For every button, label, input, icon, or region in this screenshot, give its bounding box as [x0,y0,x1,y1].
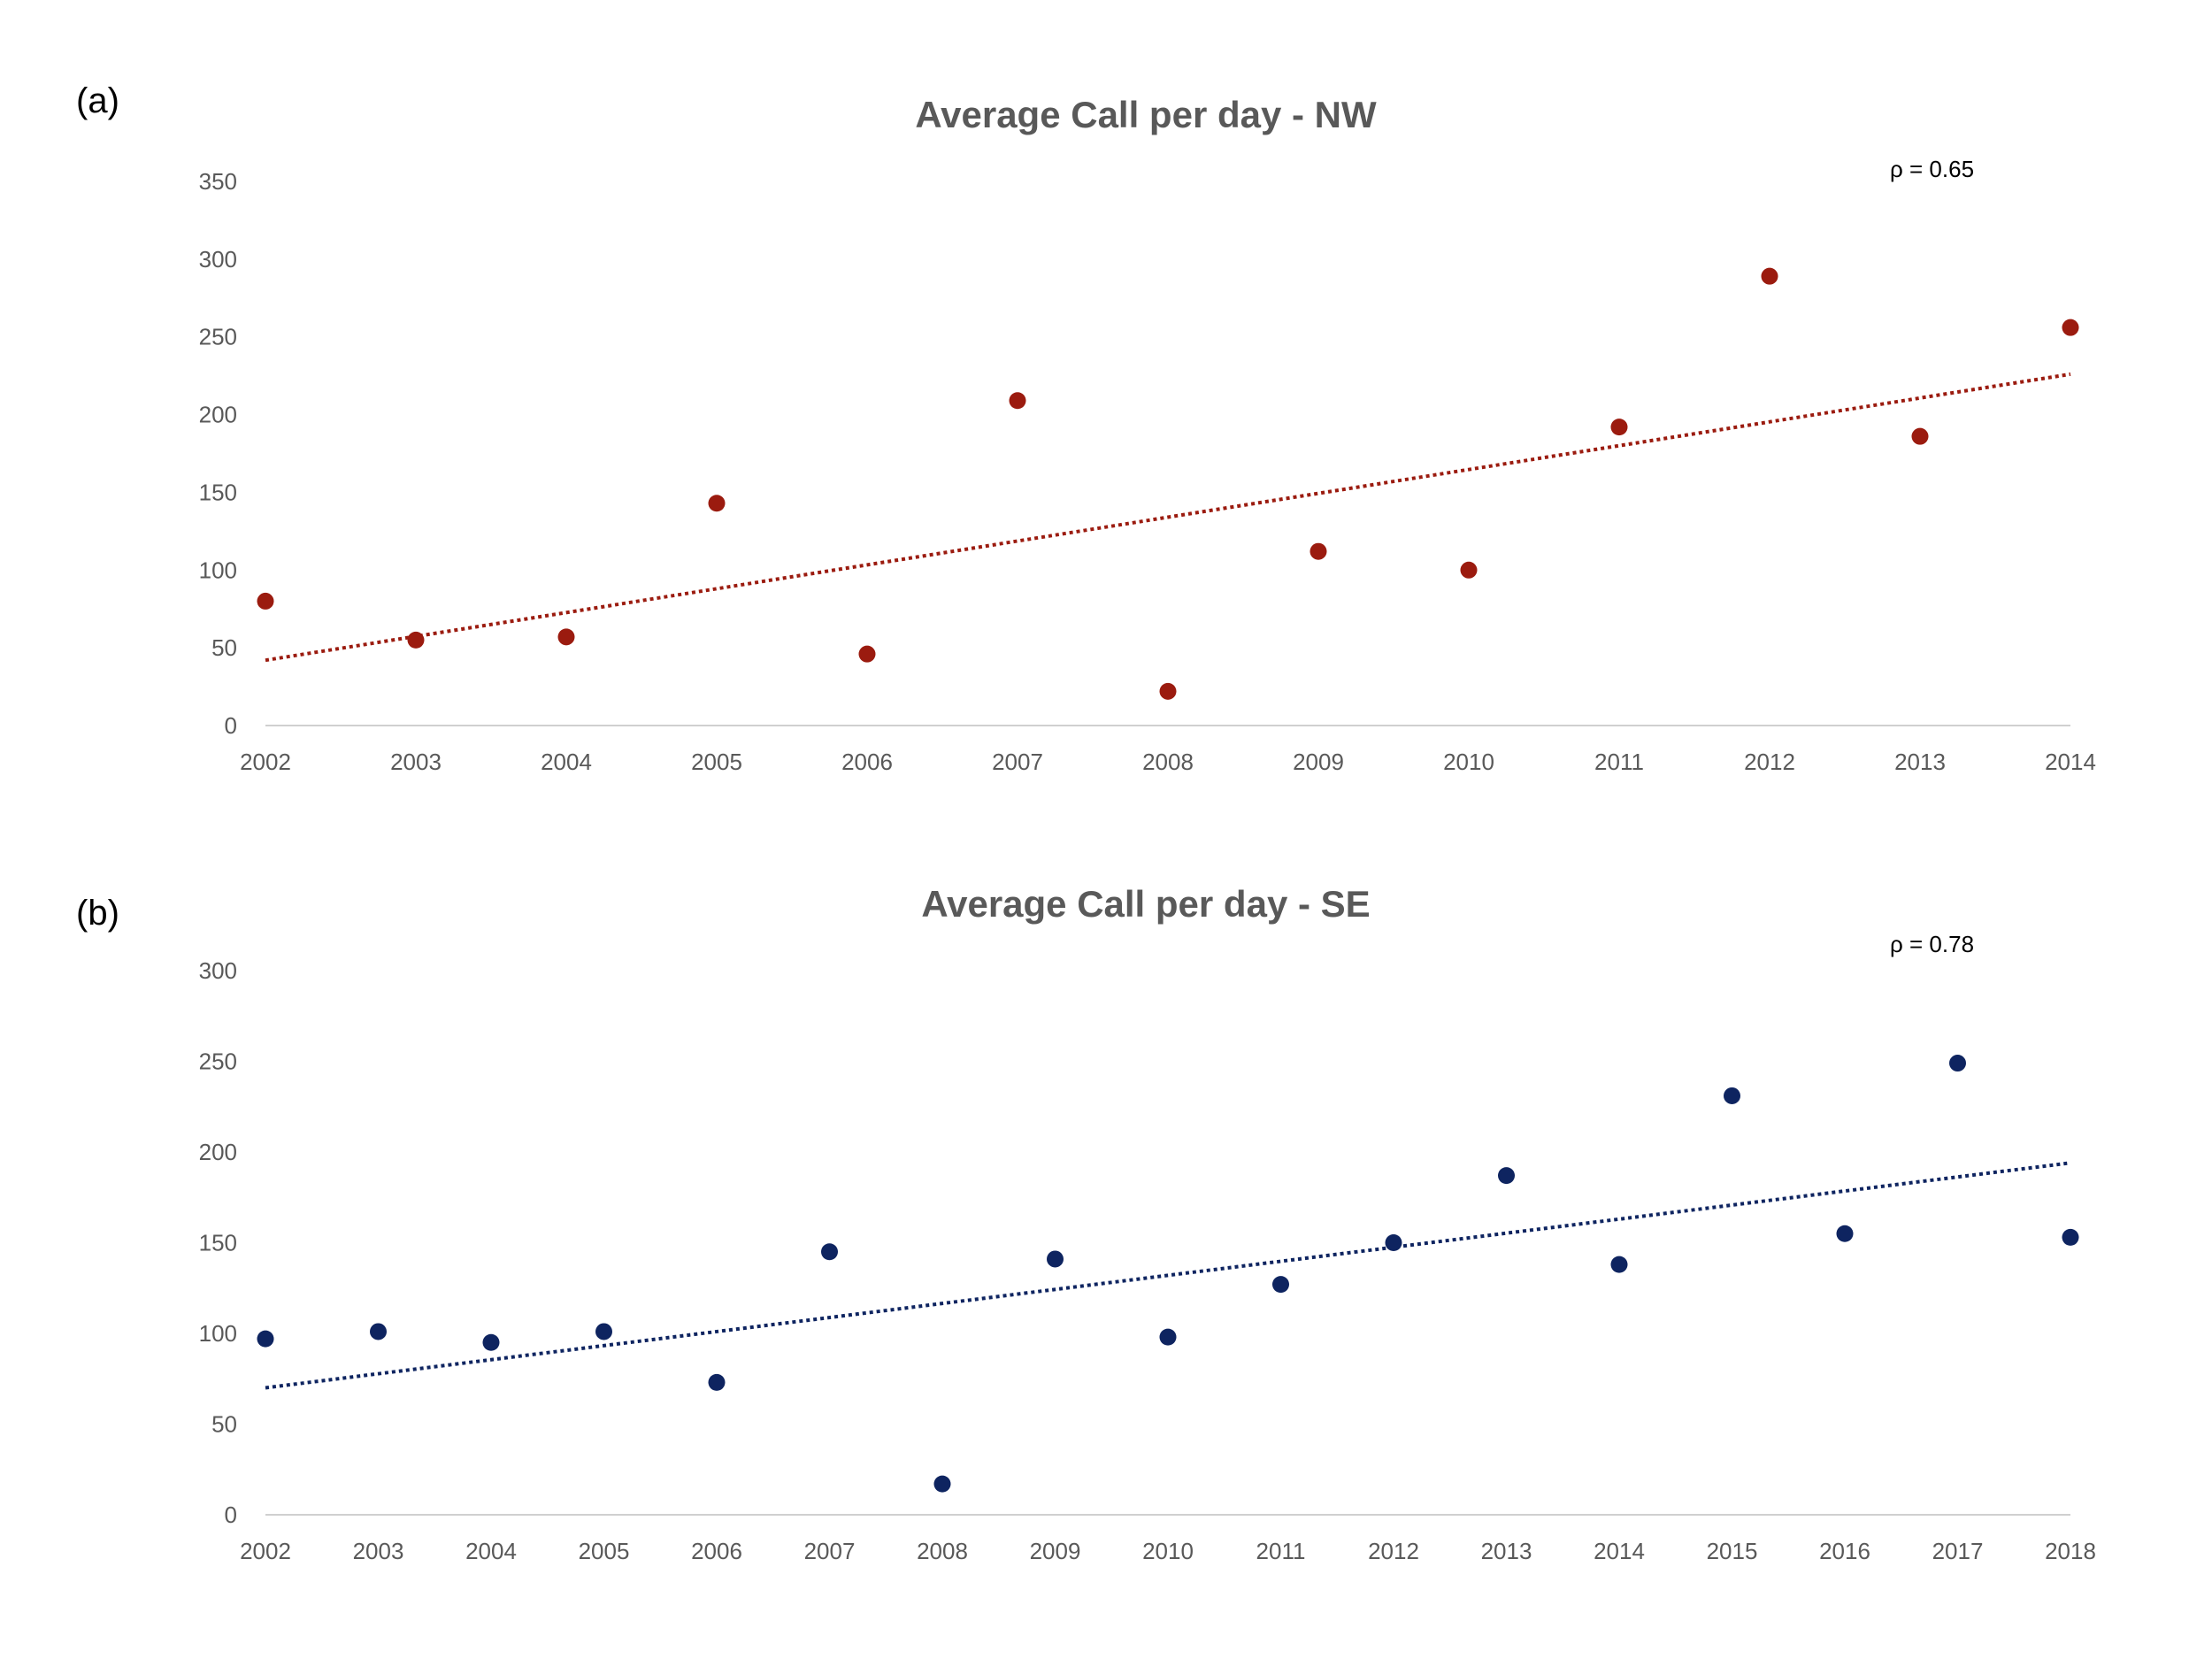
chart-title: Average Call per day - NW [915,94,1377,135]
x-tick-label: 2007 [804,1538,856,1564]
x-tick-label: 2003 [390,749,442,775]
data-point [933,1475,951,1493]
x-tick-label: 2002 [240,1538,291,1564]
x-tick-label: 2011 [1594,749,1644,775]
data-point [1836,1225,1854,1242]
data-point [1272,1276,1289,1294]
chart-panel-se: (b) Average Call per day - SE ρ = 0.78 0… [0,787,2212,1584]
data-point [1911,427,1929,445]
x-tick-label: 2008 [917,1538,968,1564]
data-point [708,495,726,512]
data-point [370,1323,387,1340]
x-tick-label: 2013 [1481,1538,1532,1564]
x-tick-label: 2010 [1443,749,1494,775]
y-tick-label: 250 [199,1048,237,1075]
x-tick-label: 2012 [1744,749,1795,775]
scatter-plot-se: 0 50 100 150 200 250 300 2002 2003 2004 2005 2006 20… [199,957,2096,1564]
x-tick-label: 2003 [353,1538,404,1564]
data-point [1498,1167,1515,1185]
y-tick-label: 50 [211,634,237,661]
chart-title: Average Call per day - SE [921,883,1371,925]
x-tick-label: 2004 [465,1538,517,1564]
data-point [1385,1234,1402,1251]
x-tick-label: 2007 [992,749,1043,775]
y-tick-label: 300 [199,957,237,984]
x-tick-label: 2009 [1293,749,1344,775]
correlation-annotation: ρ = 0.78 [1890,931,1975,957]
data-point [257,592,274,610]
y-tick-label: 100 [199,1320,237,1347]
x-tick-label: 2005 [691,749,742,775]
x-tick-label: 2015 [1707,1538,1758,1564]
data-point [557,628,575,646]
x-tick-label: 2013 [1894,749,1946,775]
data-point [1047,1250,1064,1268]
chart-panel-nw: (a) Average Call per day - NW ρ = 0.65 0… [0,0,2212,796]
data-point [1460,561,1478,579]
x-tick-label: 2006 [691,1538,742,1564]
data-point [1610,419,1628,436]
y-tick-label: 200 [199,402,237,428]
y-tick-label: 100 [199,557,237,583]
trendline [265,372,2071,663]
x-tick-label: 2006 [841,749,893,775]
y-tick-label: 50 [211,1411,237,1438]
data-point [1159,1328,1177,1346]
data-point [2062,1228,2079,1246]
y-tick-label: 300 [199,246,237,273]
correlation-annotation: ρ = 0.65 [1890,156,1975,182]
y-tick-label: 200 [199,1139,237,1165]
x-tick-label: 2009 [1030,1538,1081,1564]
trendline [265,1161,2071,1390]
data-point [2062,319,2079,336]
panel-label: (b) [76,894,119,933]
x-tick-label: 2014 [2045,749,2096,775]
y-tick-label: 350 [199,168,237,195]
data-point [1310,542,1327,560]
data-point [595,1323,612,1340]
y-tick-label: 0 [225,712,237,739]
x-tick-label: 2012 [1368,1538,1419,1564]
data-point [708,1373,726,1391]
x-tick-label: 2008 [1142,749,1194,775]
x-tick-label: 2004 [541,749,592,775]
data-point [1009,392,1026,410]
x-tick-label: 2005 [579,1538,630,1564]
data-point [407,631,425,649]
x-tick-label: 2018 [2045,1538,2096,1564]
x-tick-label: 2014 [1594,1538,1645,1564]
x-tick-label: 2002 [240,749,291,775]
scatter-plot-nw: 0 50 100 150 200 250 300 350 2002 2003 2004 2005 200… [199,168,2096,775]
x-tick-label: 2011 [1256,1538,1306,1564]
y-tick-label: 150 [199,1230,237,1256]
y-tick-label: 150 [199,479,237,505]
x-tick-label: 2010 [1142,1538,1194,1564]
data-point [482,1333,500,1351]
data-point [858,645,876,663]
data-point [257,1330,274,1348]
panel-label: (a) [76,81,119,120]
data-point [1610,1256,1628,1273]
x-tick-label: 2016 [1819,1538,1870,1564]
data-point [1724,1087,1740,1104]
y-tick-label: 250 [199,324,237,350]
data-point [1949,1055,1966,1072]
y-tick-label: 0 [225,1502,237,1528]
data-point [1159,682,1177,700]
data-point [1761,267,1778,285]
x-tick-label: 2017 [1932,1538,1984,1564]
data-point [821,1243,838,1261]
